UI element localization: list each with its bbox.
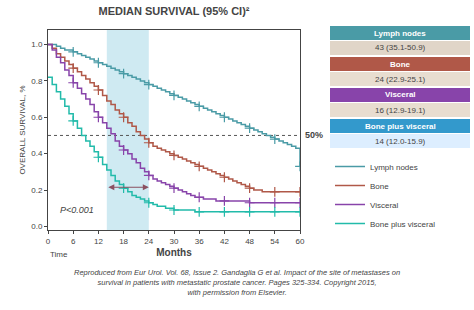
svg-text:0.4: 0.4 bbox=[31, 149, 43, 158]
svg-text:30: 30 bbox=[170, 237, 179, 246]
svg-text:0: 0 bbox=[46, 237, 51, 246]
svg-text:43 (35.1-50.9): 43 (35.1-50.9) bbox=[375, 43, 426, 52]
svg-text:1.0: 1.0 bbox=[31, 40, 43, 49]
svg-text:18: 18 bbox=[119, 237, 128, 246]
svg-text:Lymph nodes: Lymph nodes bbox=[374, 29, 426, 38]
svg-text:14 (12.0-15.9): 14 (12.0-15.9) bbox=[375, 137, 426, 146]
svg-text:42: 42 bbox=[220, 237, 229, 246]
svg-text:Reproduced from Eur Urol. Vol.: Reproduced from Eur Urol. Vol. 68, Issue… bbox=[74, 268, 400, 297]
svg-text:Bone plus visceral: Bone plus visceral bbox=[370, 220, 435, 229]
svg-text:24 (22.9-25.1): 24 (22.9-25.1) bbox=[375, 75, 426, 84]
svg-text:0.0: 0.0 bbox=[31, 222, 43, 231]
svg-text:48: 48 bbox=[245, 237, 254, 246]
svg-text:Visceral: Visceral bbox=[370, 201, 399, 210]
svg-text:50%: 50% bbox=[305, 130, 323, 140]
svg-text:Months: Months bbox=[156, 247, 192, 258]
svg-text:0.8: 0.8 bbox=[31, 77, 43, 86]
svg-text:36: 36 bbox=[195, 237, 204, 246]
svg-text:Bone: Bone bbox=[370, 182, 389, 191]
svg-text:Time: Time bbox=[50, 250, 68, 259]
svg-text:MEDIAN SURVIVAL (95% CI)²: MEDIAN SURVIVAL (95% CI)² bbox=[99, 5, 250, 17]
svg-text:12: 12 bbox=[94, 237, 103, 246]
svg-text:0.2: 0.2 bbox=[31, 186, 43, 195]
svg-text:54: 54 bbox=[270, 237, 279, 246]
svg-text:OVERALL SURVIVAL, %: OVERALL SURVIVAL, % bbox=[18, 85, 27, 174]
svg-text:Bone plus visceral: Bone plus visceral bbox=[365, 122, 436, 131]
svg-text:0.6: 0.6 bbox=[31, 113, 43, 122]
svg-text:24: 24 bbox=[144, 237, 153, 246]
svg-text:P<0.001: P<0.001 bbox=[60, 205, 94, 215]
svg-text:Bone: Bone bbox=[390, 60, 411, 69]
svg-text:6: 6 bbox=[71, 237, 76, 246]
svg-text:Visceral: Visceral bbox=[385, 90, 416, 99]
svg-text:16 (12.9-19.1): 16 (12.9-19.1) bbox=[375, 106, 426, 115]
svg-text:Lymph nodes: Lymph nodes bbox=[370, 163, 418, 172]
svg-text:60: 60 bbox=[296, 237, 305, 246]
